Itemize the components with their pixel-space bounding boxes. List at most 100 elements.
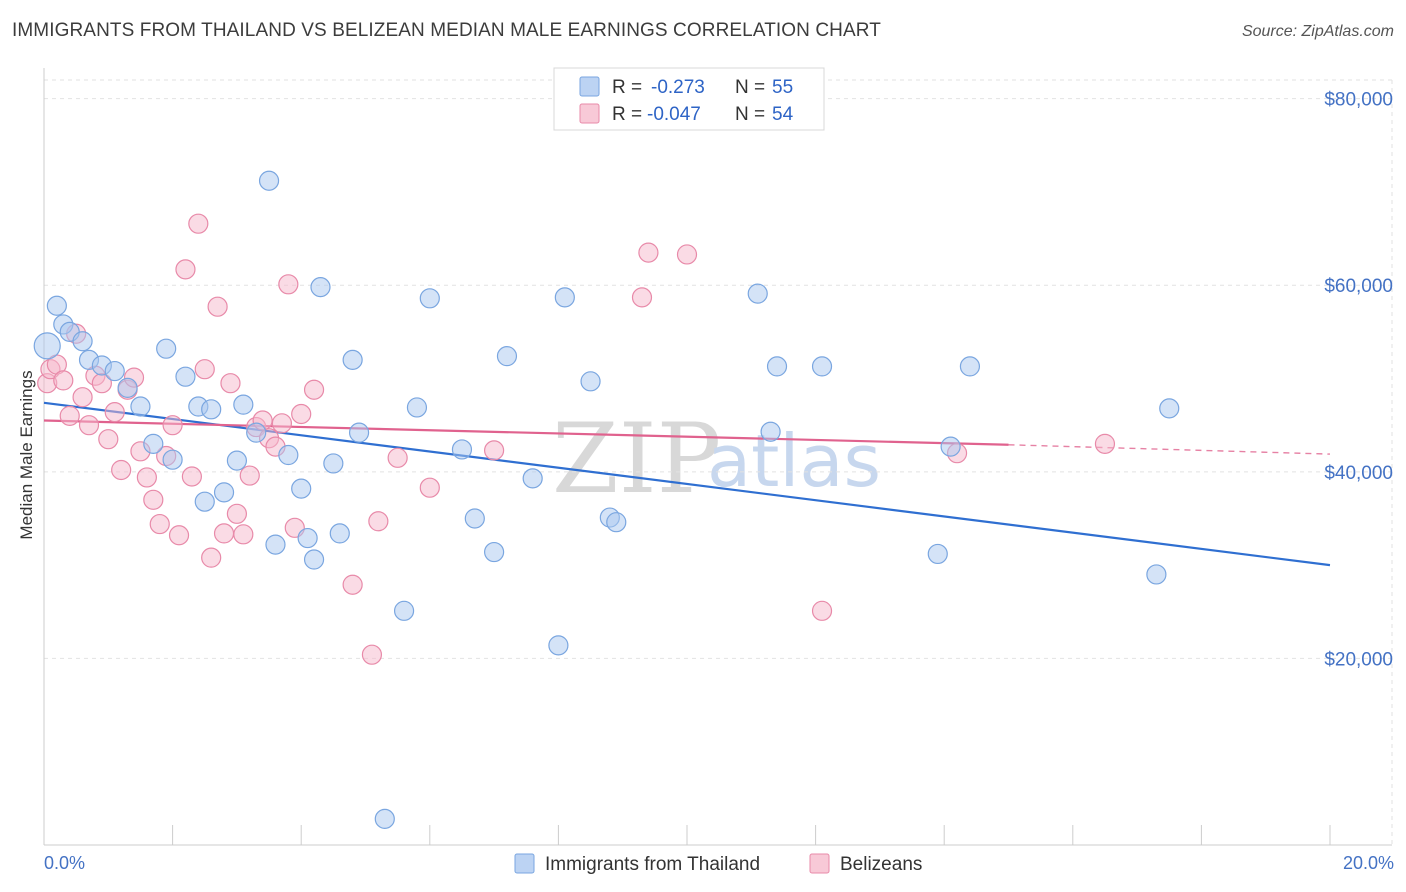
thailand-point [484,541,505,563]
thailand-point [143,433,164,454]
thailand-point [927,543,948,565]
thailand-point [464,508,485,529]
thailand-point [303,549,325,570]
belizean-point [361,644,383,665]
thailand-point [130,396,151,417]
thailand-point [1146,564,1167,585]
belizean-point [72,387,93,408]
belizean-point [194,359,215,380]
thailand-point [33,332,61,360]
thailand-point [246,422,267,443]
thailand-point [213,482,235,503]
belizean-point [484,440,505,461]
belizean-point [78,415,100,436]
belizean-point [239,465,260,486]
belizean-point [213,523,235,544]
thailand-point [406,397,428,418]
y-tick-label: $20,000 [1324,649,1393,670]
legend-r-value-0: -0.273 [651,77,705,98]
thailand-point [194,491,215,512]
belizean-point [631,287,653,308]
thailand-point [496,346,518,367]
x-tick-labels: 0.0% 20.0% [44,853,1394,873]
thailand-point [233,394,254,415]
thailand-point [766,356,788,377]
y-tick-label: $80,000 [1324,90,1393,111]
thailand-point [117,377,138,398]
correlation-legend: R = -0.273 N = 55 R = -0.047 N = 54 [553,67,825,131]
chart-source: Source: ZipAtlas.com [1241,23,1394,40]
thailand-point [265,534,286,555]
thailand-point [522,468,543,489]
thailand-point [580,371,601,392]
thailand-point [940,436,961,457]
belizean-point [419,477,440,498]
belizean-point [111,459,132,481]
thailand-point [291,478,312,499]
trend-line-extension-1 [1008,444,1331,455]
thailand-point [156,338,177,359]
thailand-point [548,635,569,656]
y-tick-label: $40,000 [1324,463,1393,484]
legend-r-value-1: -0.047 [647,104,701,125]
bottom-legend-label-thailand: Immigrants from Thailand [545,854,760,875]
watermark-atlas: atlas [707,419,881,503]
belizean-point [387,447,408,468]
x-tick-label-min: 0.0% [44,853,85,873]
thailand-point [278,444,299,466]
thailand-point [760,421,781,442]
thailand-point [72,331,93,352]
belizean-point [220,373,241,394]
belizean-point [149,513,170,535]
thailand-point [959,356,981,377]
belizean-point [278,274,299,295]
bottom-legend-swatch-belizeans [809,853,830,874]
thailand-point [226,450,247,471]
belizean-point [53,370,74,391]
thailand-point [348,422,370,443]
belizean-point [136,467,157,488]
belizean-point [201,547,222,568]
axes [43,68,1392,846]
thailand-point [606,512,627,533]
thailand-point [297,527,318,549]
belizean-point [233,524,254,545]
thailand-point [554,287,575,308]
thailand-point [811,356,833,377]
bottom-legend-label-belizeans: Belizeans [840,854,922,875]
belizean-point [342,574,363,595]
thailand-point [310,277,331,298]
legend-n-value-1: 54 [772,104,794,125]
belizean-point [676,244,698,265]
belizean-point [162,415,183,436]
y-axis-title: Median Male Earnings [17,370,36,539]
legend-swatch-belizeans [579,103,600,124]
x-tick-label-max: 20.0% [1343,853,1394,873]
legend-n-value-0: 55 [772,77,793,98]
thailand-points [33,170,1180,829]
belizean-point [638,242,659,263]
thailand-point [46,295,67,316]
belizean-point [143,489,164,510]
legend-r-label-0: R = [612,77,642,98]
belizean-point [207,296,228,317]
thailand-point [329,523,350,544]
thailand-point [175,366,196,387]
belizean-point [368,511,389,532]
legend-swatch-thailand [579,76,600,97]
thailand-point [374,808,395,829]
thailand-point [201,399,222,420]
belizean-point [291,403,312,425]
belizean-point [226,503,247,524]
belizean-point [168,525,190,546]
thailand-point [104,360,125,382]
belizean-point [188,213,209,234]
watermark-zip: ZIP [552,403,721,515]
thailand-point [419,288,440,309]
thailand-point [342,349,363,370]
legend-n-label-1: N = [735,104,765,125]
thailand-point [323,453,344,474]
belizean-point [1094,433,1116,454]
thailand-point [258,170,280,191]
belizean-point [59,405,80,426]
